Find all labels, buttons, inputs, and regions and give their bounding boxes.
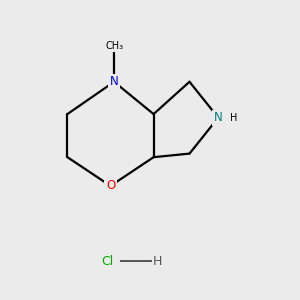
Text: CH₃: CH₃: [105, 41, 123, 51]
Text: H: H: [152, 255, 162, 268]
Text: O: O: [106, 179, 115, 192]
Text: N: N: [214, 111, 223, 124]
Text: H: H: [230, 113, 237, 123]
Text: N: N: [110, 75, 118, 88]
Text: Cl: Cl: [101, 255, 113, 268]
